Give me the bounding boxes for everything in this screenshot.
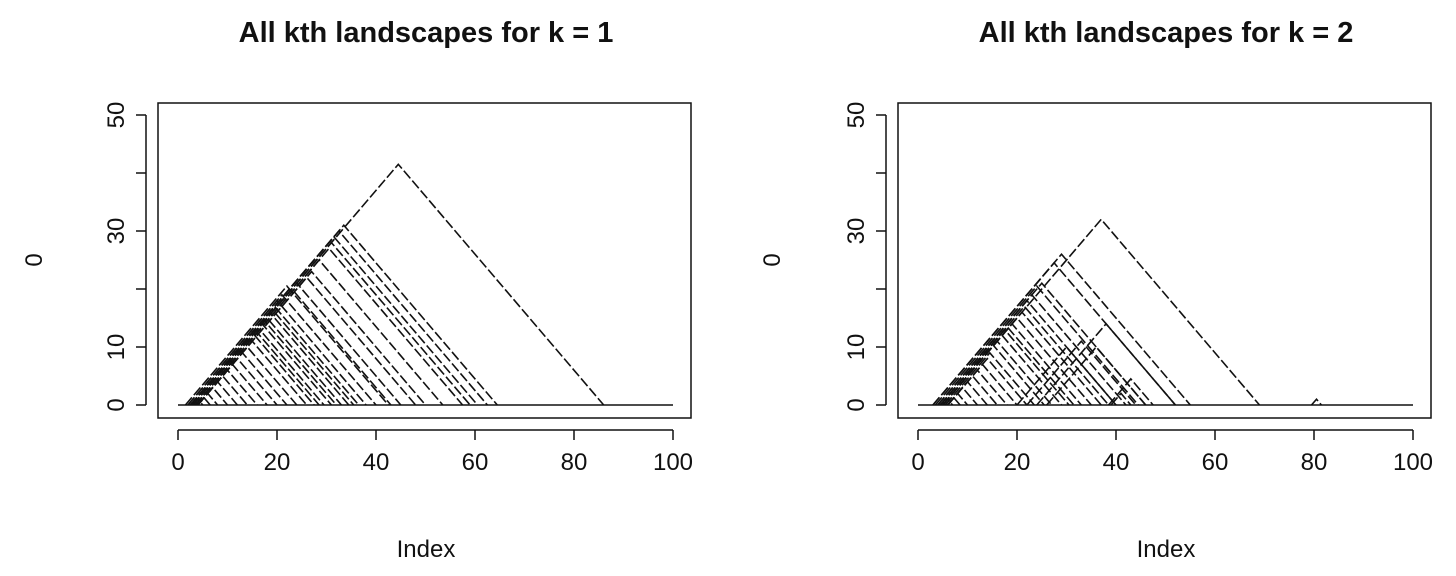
y-tick-label: 50 [103, 102, 130, 129]
x-tick-label: 60 [1202, 449, 1229, 476]
y-tick-label: 0 [843, 398, 870, 411]
y-axis-title: 0 [21, 253, 48, 266]
landscape-line [944, 395, 961, 406]
y-tick-label: 10 [103, 334, 130, 361]
x-tick-label: 20 [264, 449, 291, 476]
landscape-line [192, 322, 333, 406]
landscape-line [1110, 392, 1132, 406]
landscape-line [1026, 339, 1137, 406]
y-tick-label: 50 [843, 102, 870, 129]
landscape-line [194, 334, 315, 406]
landscape-line [194, 395, 211, 406]
landscape-line [1310, 397, 1323, 406]
landscape-line [187, 299, 367, 406]
landscape-line [184, 284, 390, 406]
landscape-line [947, 392, 969, 406]
landscape-line [947, 380, 988, 406]
chart-panel-k2: All kth landscapes for k = 2 Index 0 0 20… [759, 17, 1433, 563]
x-axis-title: Index [397, 536, 456, 563]
plot-frame [157, 102, 692, 419]
landscape-line [937, 281, 1147, 406]
landscape-line [189, 310, 350, 406]
x-tick-label: 60 [462, 449, 489, 476]
landscape-line [1107, 377, 1154, 406]
landscape-line [197, 392, 219, 406]
x-tick-label: 80 [1301, 449, 1328, 476]
landscape-line [942, 339, 1053, 406]
x-tick-label: 40 [363, 449, 390, 476]
plot-frame [897, 102, 1432, 419]
x-tick-label: 80 [561, 449, 588, 476]
chart-panel-k1: All kth landscapes for k = 1 Index 0 0 20… [21, 17, 693, 563]
y-tick-label: 30 [843, 218, 870, 245]
x-tick-label: 100 [1393, 449, 1433, 476]
landscape-line [932, 261, 1177, 406]
x-tick-label: 0 [171, 449, 184, 476]
landscape-line [194, 258, 444, 406]
landscape-line [197, 380, 239, 406]
landscape-line [192, 319, 338, 406]
landscape-line [934, 284, 1139, 406]
y-tick-label: 10 [843, 334, 870, 361]
x-tick-label: 100 [653, 449, 693, 476]
chart-title: All kth landscapes for k = 1 [239, 17, 614, 49]
landscape-line [192, 163, 605, 406]
chart-title: All kth landscapes for k = 2 [979, 17, 1354, 49]
landscape-line [189, 229, 489, 406]
landscape-line [189, 235, 479, 406]
landscape-line [937, 299, 1117, 406]
landscape-line [192, 287, 392, 406]
landscape-line [944, 351, 1035, 406]
landscape-line [189, 400, 196, 406]
landscape-line [939, 400, 946, 406]
y-tick-label: 0 [103, 398, 130, 411]
x-tick-label: 0 [911, 449, 924, 476]
landscape-line [1036, 322, 1177, 406]
y-axis-title: 0 [759, 253, 786, 266]
landscape-line [192, 316, 343, 406]
x-tick-label: 40 [1103, 449, 1130, 476]
landscape-line [942, 316, 1092, 406]
x-tick-label: 20 [1004, 449, 1031, 476]
landscape-line [939, 342, 1045, 406]
y-tick-label: 30 [103, 218, 130, 245]
x-axis-title: Index [1137, 536, 1196, 563]
